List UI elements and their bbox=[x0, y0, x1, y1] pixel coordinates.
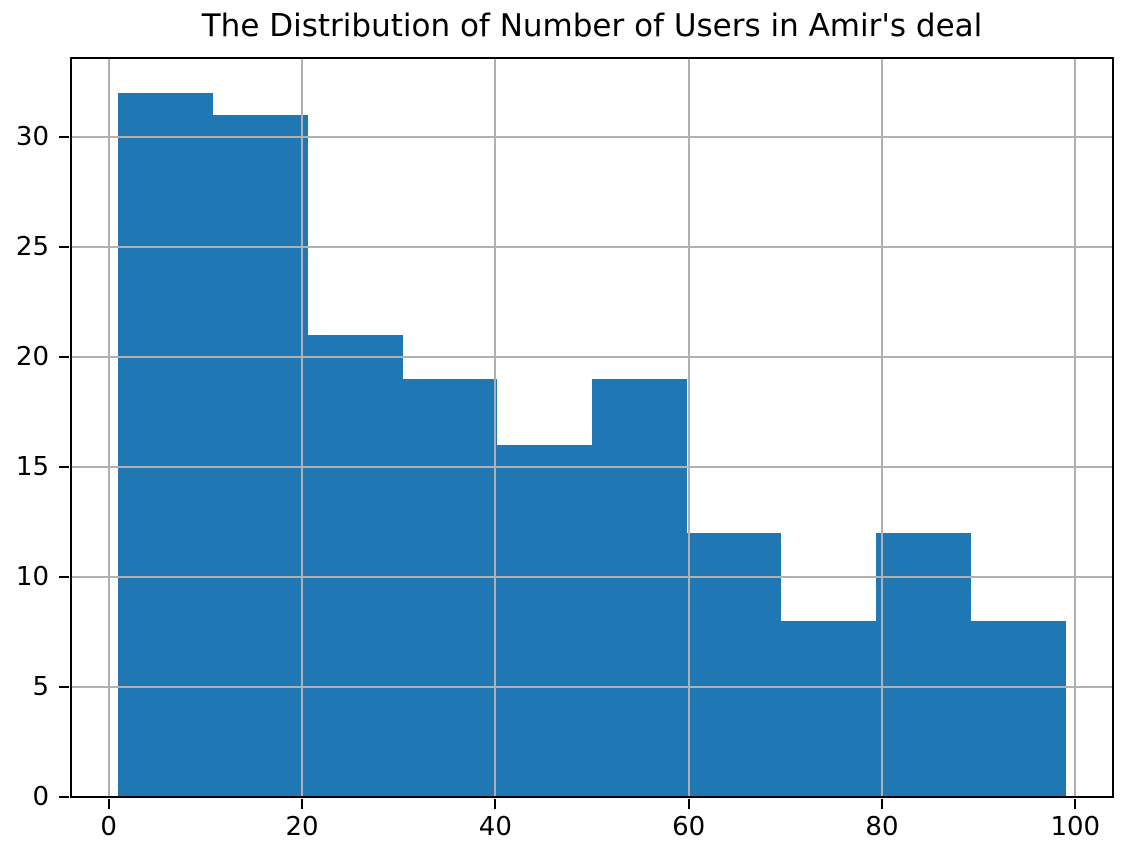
x-tick-label: 80 bbox=[865, 812, 899, 842]
y-tick-label: 5 bbox=[32, 672, 49, 703]
gridline-y bbox=[71, 466, 1113, 469]
y-tick-mark bbox=[59, 356, 69, 359]
histogram-bar bbox=[308, 335, 403, 797]
x-tick-label: 0 bbox=[100, 812, 117, 842]
y-tick-label: 0 bbox=[32, 782, 49, 812]
bars-layer bbox=[71, 58, 1113, 797]
y-tick-mark bbox=[59, 796, 69, 798]
x-tick-label: 20 bbox=[285, 812, 319, 842]
x-tick-mark bbox=[301, 799, 304, 809]
x-tick-mark bbox=[1074, 799, 1077, 809]
x-tick-label: 100 bbox=[1050, 812, 1101, 842]
gridline-y bbox=[71, 246, 1113, 249]
gridline-x bbox=[880, 58, 883, 797]
x-tick-label: 40 bbox=[478, 812, 512, 842]
histogram-bar bbox=[497, 445, 592, 797]
histogram-bar bbox=[781, 621, 876, 797]
gridline-y bbox=[71, 356, 1113, 359]
histogram-bar bbox=[971, 621, 1066, 797]
y-tick-mark bbox=[59, 136, 69, 139]
y-tick-label: 15 bbox=[15, 452, 49, 483]
gridline-x bbox=[494, 58, 497, 797]
chart-title: The Distribution of Number of Users in A… bbox=[201, 8, 983, 44]
y-tick-label: 30 bbox=[15, 122, 49, 153]
y-tick-label: 10 bbox=[15, 562, 49, 593]
y-tick-mark bbox=[59, 246, 69, 249]
x-tick-mark bbox=[107, 799, 110, 809]
x-tick-mark bbox=[494, 799, 497, 809]
y-tick-mark bbox=[59, 686, 69, 689]
grid-layer bbox=[71, 58, 1113, 797]
histogram-bar bbox=[403, 379, 497, 797]
x-tick-mark bbox=[880, 799, 883, 809]
histogram-bar bbox=[118, 93, 213, 797]
plot-area bbox=[71, 58, 1113, 797]
histogram-bar bbox=[213, 115, 308, 797]
histogram-bar bbox=[592, 379, 687, 797]
gridline-x bbox=[1074, 58, 1077, 797]
y-tick-label: 20 bbox=[15, 342, 49, 373]
gridline-x bbox=[107, 58, 110, 797]
y-tick-label: 25 bbox=[15, 232, 49, 263]
gridline-y bbox=[71, 576, 1113, 579]
gridline-y bbox=[71, 686, 1113, 689]
y-tick-mark bbox=[59, 576, 69, 579]
x-tick-label: 60 bbox=[672, 812, 706, 842]
x-tick-mark bbox=[687, 799, 690, 809]
gridline-y bbox=[71, 136, 1113, 139]
gridline-x bbox=[687, 58, 690, 797]
gridline-x bbox=[301, 58, 304, 797]
y-tick-mark bbox=[59, 466, 69, 469]
